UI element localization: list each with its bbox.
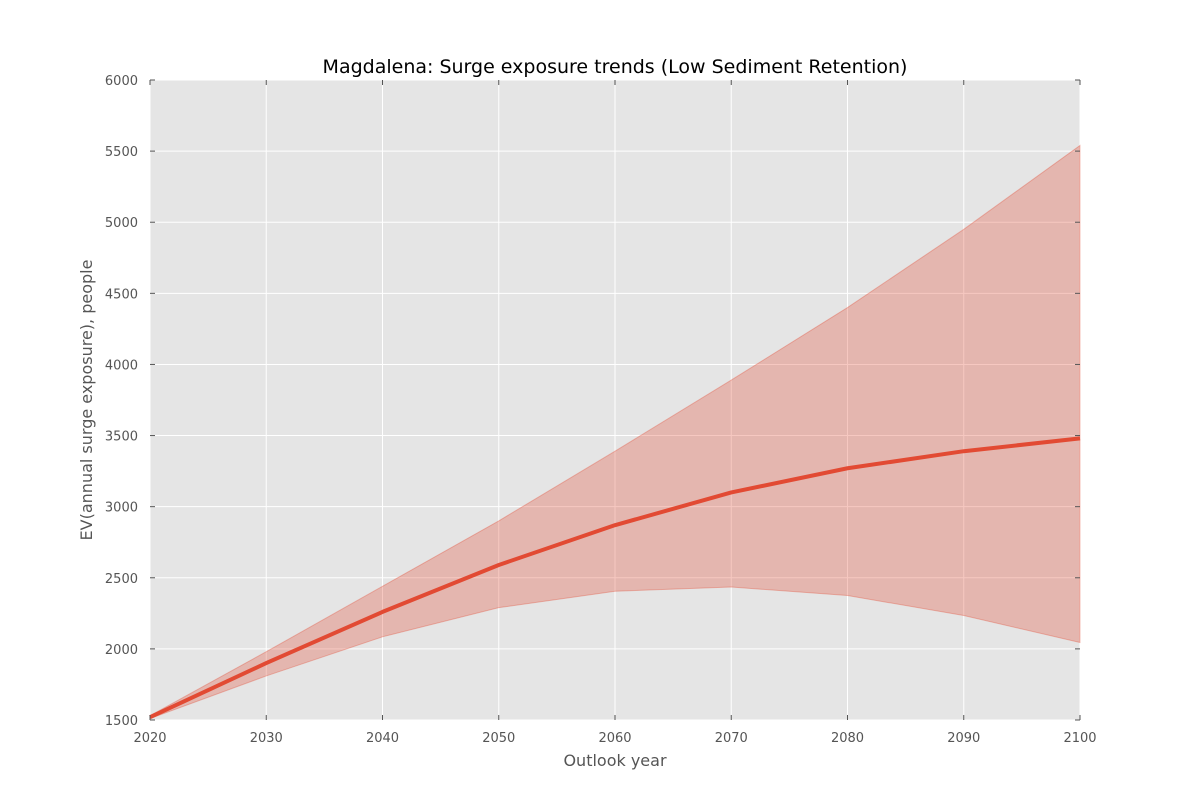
x-tick-label: 2040 xyxy=(366,731,399,746)
y-tick-label: 6000 xyxy=(105,74,138,89)
y-axis-label: EV(annual surge exposure), people xyxy=(77,260,96,541)
y-tick-label: 2500 xyxy=(105,572,138,587)
x-tick-label: 2020 xyxy=(133,731,166,746)
y-tick-label: 3000 xyxy=(105,501,138,516)
x-tick-label: 2050 xyxy=(482,731,515,746)
x-tick-label: 2060 xyxy=(598,731,631,746)
x-tick-label: 2100 xyxy=(1063,731,1096,746)
y-tick-label: 1500 xyxy=(105,714,138,729)
x-tick-label: 2030 xyxy=(250,731,283,746)
y-tick-label: 2000 xyxy=(105,643,138,658)
y-tick-label: 3500 xyxy=(105,430,138,445)
axis-ticks: 2020 2030 2040 2050 2060 2070 2080 2090 2100 1500… xyxy=(105,74,1097,746)
uncertainty-band xyxy=(149,144,1081,720)
uncertainty-bands xyxy=(149,144,1081,720)
series-lines xyxy=(149,436,1081,719)
series-line xyxy=(149,436,1081,719)
x-tick-label: 2080 xyxy=(831,731,864,746)
x-tick-label: 2070 xyxy=(715,731,748,746)
y-tick-label: 5000 xyxy=(105,216,138,231)
x-tick-label: 2090 xyxy=(947,731,980,746)
x-axis-label: Outlook year xyxy=(563,751,667,770)
chart-title: Magdalena: Surge exposure trends (Low Se… xyxy=(323,56,908,78)
y-tick-label: 5500 xyxy=(105,145,138,160)
y-tick-label: 4000 xyxy=(105,358,138,373)
y-tick-label: 4500 xyxy=(105,287,138,302)
